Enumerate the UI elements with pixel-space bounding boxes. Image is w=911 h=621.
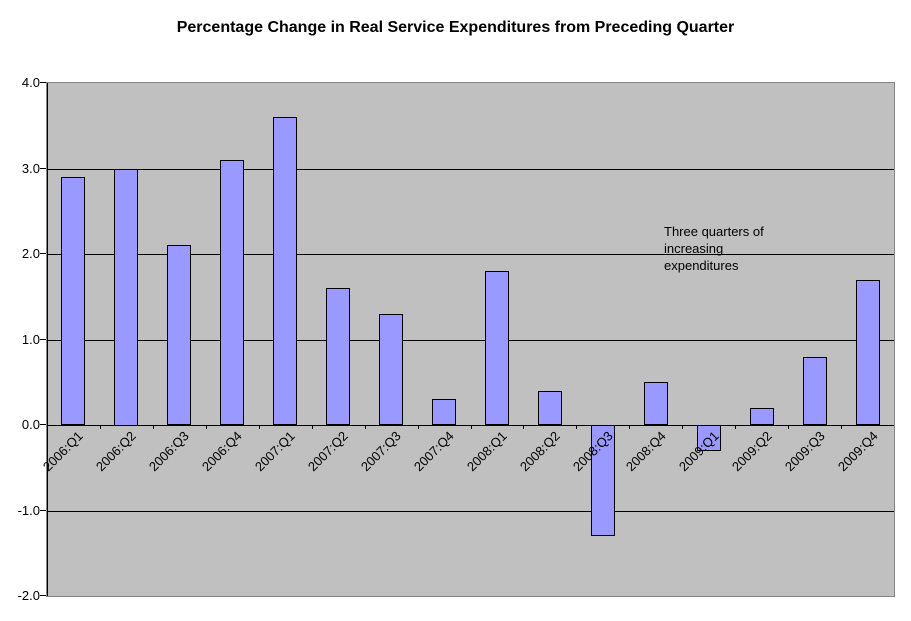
category-axis-line <box>47 425 894 426</box>
x-axis-tick <box>735 425 736 429</box>
gridline <box>47 169 894 170</box>
bar <box>485 271 509 425</box>
bar <box>326 288 350 425</box>
bar <box>644 382 668 425</box>
bar <box>591 425 615 536</box>
annotation-line: Three quarters of <box>664 224 764 239</box>
bar <box>803 357 827 425</box>
y-axis-label: 1.0 <box>21 332 40 347</box>
x-axis-tick <box>788 425 789 429</box>
bar <box>114 169 138 426</box>
y-axis-label: 4.0 <box>21 75 40 90</box>
chart-title: Percentage Change in Real Service Expend… <box>176 19 735 36</box>
x-axis-tick <box>206 425 207 429</box>
gridline <box>47 340 894 341</box>
x-axis-tick <box>365 425 366 429</box>
y-axis-label: 2.0 <box>21 246 40 261</box>
gridline <box>47 511 894 512</box>
y-axis-label: 0.0 <box>21 417 40 432</box>
annotation-line: expenditures <box>664 258 739 273</box>
bar <box>273 117 297 425</box>
x-axis-tick <box>312 425 313 429</box>
annotation-line: increasing <box>664 241 724 256</box>
x-axis-tick <box>100 425 101 429</box>
y-axis-tick <box>40 424 46 425</box>
x-axis-tick <box>841 425 842 429</box>
plot-area: Three quarters of increasing expenditure… <box>46 82 895 597</box>
x-axis-tick <box>153 425 154 429</box>
bar <box>379 314 403 425</box>
annotation-text: Three quarters of increasing expenditure… <box>664 223 794 274</box>
bar <box>61 177 85 425</box>
bar <box>220 160 244 425</box>
y-axis-tick <box>40 339 46 340</box>
y-axis-label: -1.0 <box>17 503 40 518</box>
bar <box>538 391 562 425</box>
y-axis-label: -2.0 <box>17 588 40 603</box>
y-axis-tick <box>40 253 46 254</box>
bar <box>167 245 191 425</box>
x-axis-tick <box>682 425 683 429</box>
bar <box>432 399 456 425</box>
x-axis-tick <box>259 425 260 429</box>
y-axis-tick <box>40 595 46 596</box>
gridline <box>47 254 894 255</box>
x-axis-tick <box>471 425 472 429</box>
x-axis-tick <box>629 425 630 429</box>
bar <box>697 425 721 451</box>
y-axis-tick <box>40 82 46 83</box>
y-axis-tick <box>40 168 46 169</box>
y-axis-label: 3.0 <box>21 161 40 176</box>
y-axis-line <box>47 83 48 596</box>
bar <box>750 408 774 425</box>
x-axis-tick <box>523 425 524 429</box>
bar <box>856 280 880 425</box>
y-axis-tick <box>40 510 46 511</box>
x-axis-tick <box>576 425 577 429</box>
x-axis-tick <box>418 425 419 429</box>
